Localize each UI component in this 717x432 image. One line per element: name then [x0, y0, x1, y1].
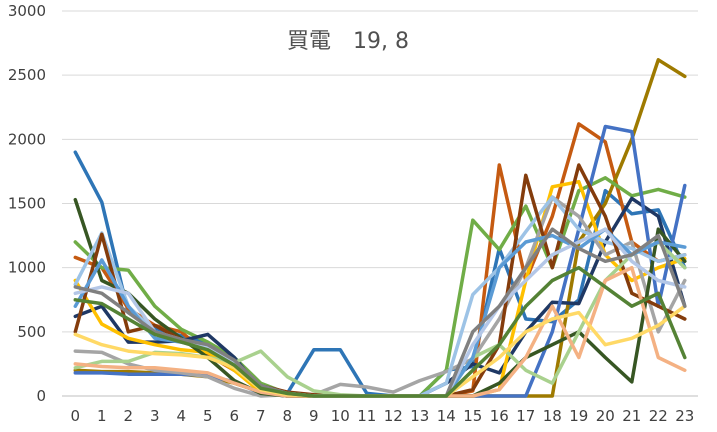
- x-tick-label: 0: [70, 407, 80, 425]
- x-tick-label: 23: [675, 407, 694, 425]
- x-tick-label: 19: [569, 407, 588, 425]
- series-line-18: [73, 265, 687, 398]
- x-tick-label: 1: [97, 407, 107, 425]
- x-tick-label: 7: [256, 407, 266, 425]
- series-line-5: [73, 196, 687, 398]
- x-tick-label: 18: [543, 407, 562, 425]
- x-tick-label: 8: [282, 407, 292, 425]
- x-tick-label: 2: [123, 407, 133, 425]
- x-tick-label: 15: [463, 407, 482, 425]
- series-line-6: [73, 179, 687, 398]
- x-tick-label: 12: [384, 407, 403, 425]
- x-tick-label: 11: [357, 407, 376, 425]
- series-line-9: [73, 197, 687, 398]
- x-axis-tick-labels: 0 1 2 3 4 5 6 7 8 9 10 11 12 13 14 15 16 17 18 19 20 21 22 23: [70, 407, 694, 425]
- x-tick-label: 14: [437, 407, 456, 425]
- series-line-11: [73, 163, 687, 398]
- y-tick-label: 1000: [8, 259, 46, 277]
- y-tick-label: 2000: [8, 130, 46, 148]
- x-tick-label: 17: [516, 407, 535, 425]
- y-tick-label: 500: [17, 323, 46, 341]
- x-tick-label: 21: [622, 407, 641, 425]
- x-tick-label: 9: [309, 407, 319, 425]
- series-line-4: [73, 176, 687, 398]
- x-tick-label: 4: [176, 407, 186, 425]
- x-tick-label: 6: [229, 407, 239, 425]
- x-tick-label: 16: [490, 407, 509, 425]
- y-tick-label: 3000: [8, 2, 46, 20]
- y-tick-label: 1500: [8, 195, 46, 213]
- chart-title: 買電 19, 8: [287, 29, 409, 54]
- series-lines: [73, 58, 687, 398]
- series-line-8: [73, 195, 687, 398]
- x-tick-label: 10: [331, 407, 350, 425]
- y-axis-tick-labels: 0 500 1000 1500 2000 2500 3000: [8, 2, 46, 405]
- y-tick-label: 0: [36, 387, 46, 405]
- x-tick-label: 5: [203, 407, 213, 425]
- x-tick-label: 13: [410, 407, 429, 425]
- x-tick-label: 20: [596, 407, 615, 425]
- y-tick-label: 2500: [8, 66, 46, 84]
- x-tick-label: 22: [649, 407, 668, 425]
- x-tick-label: 3: [150, 407, 160, 425]
